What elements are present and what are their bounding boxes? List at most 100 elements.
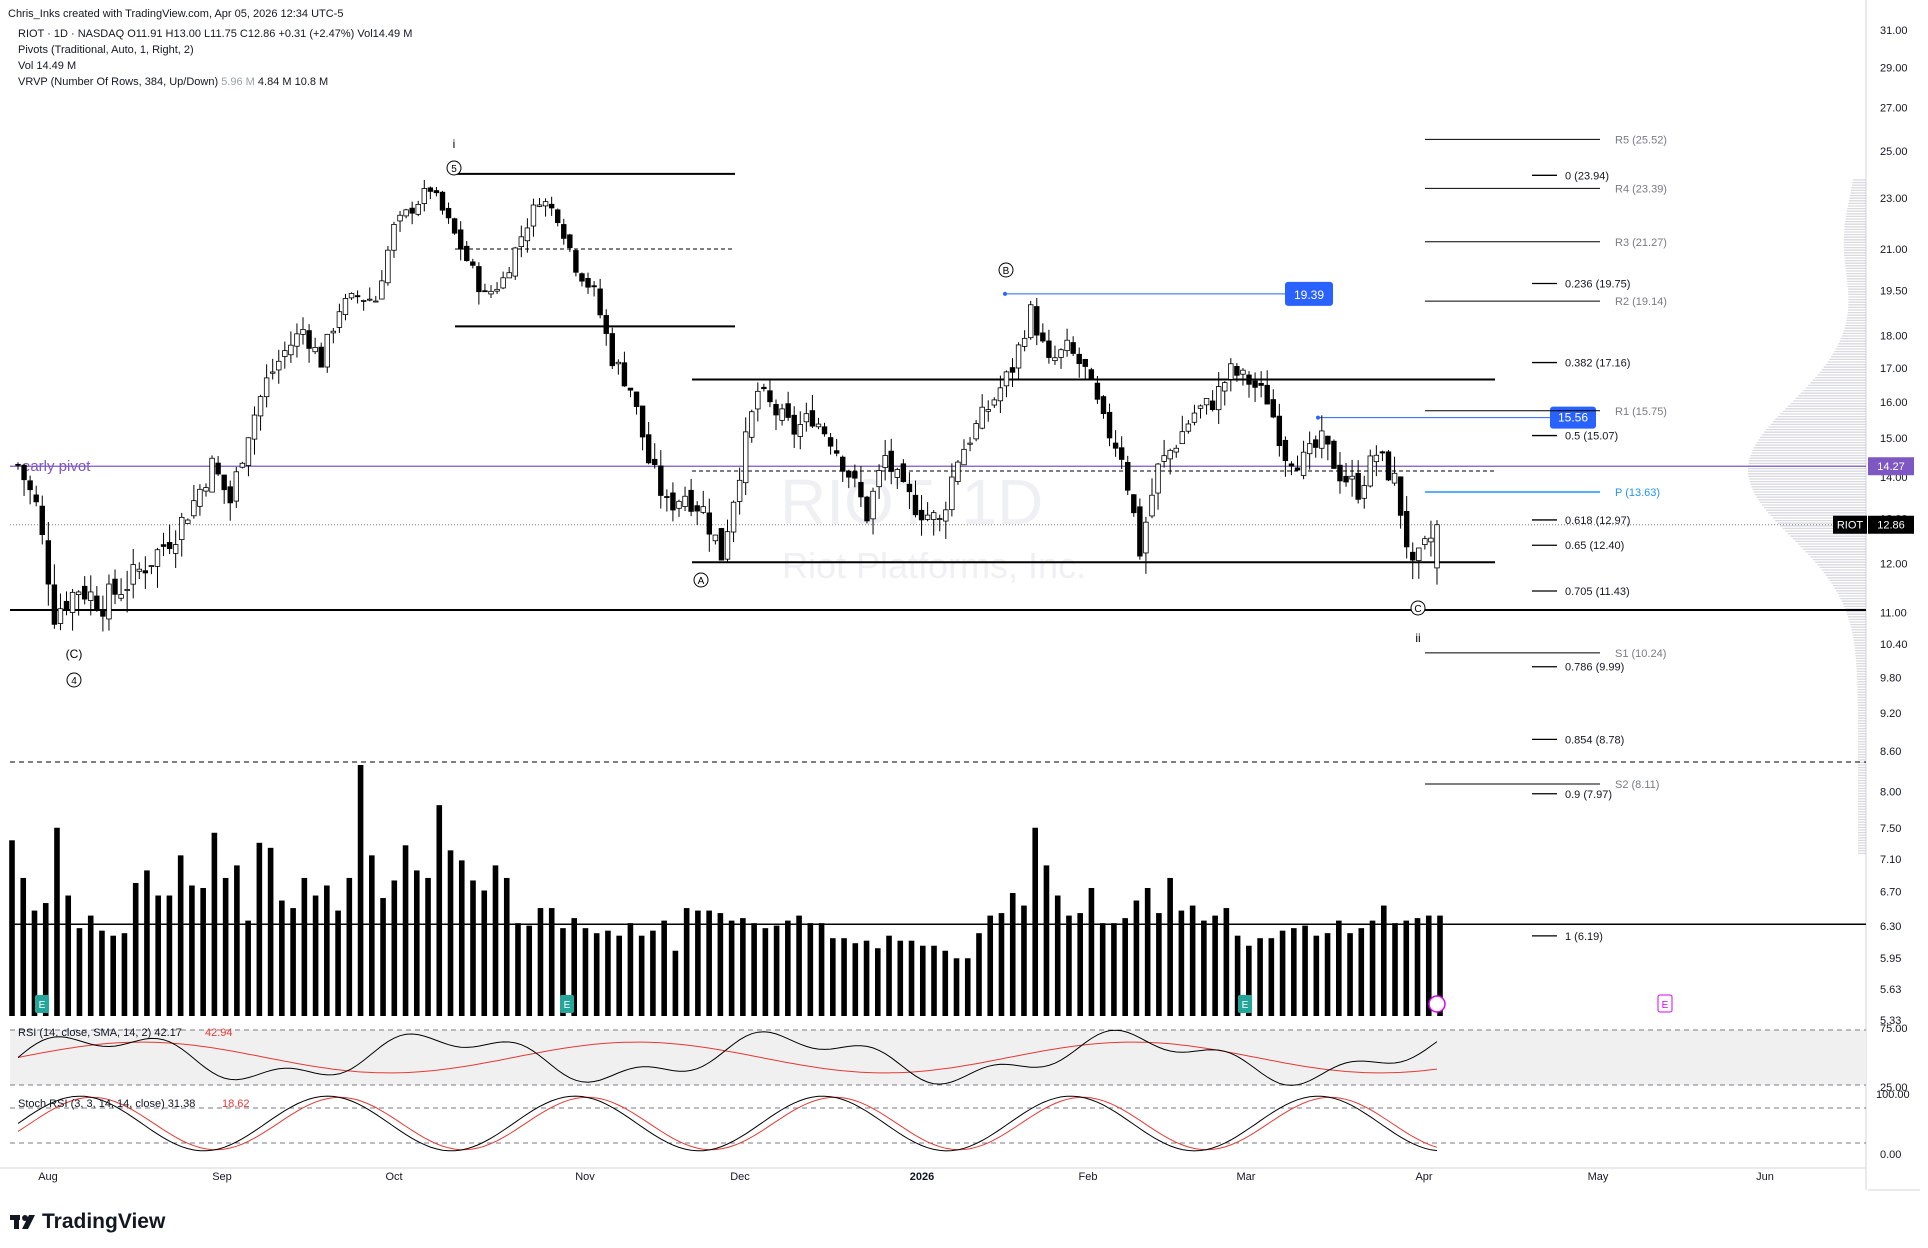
candle-body [1264, 384, 1270, 405]
candle-body [676, 500, 682, 509]
volume-bar [987, 915, 994, 1016]
candle-body [1094, 382, 1101, 400]
candle-body [755, 390, 761, 410]
candle-body [233, 471, 240, 502]
candle-body [494, 288, 500, 292]
candle-body [39, 505, 45, 536]
candle-body [943, 509, 949, 522]
volume-bar [964, 958, 971, 1016]
volume-bar [1156, 913, 1162, 1016]
candle-body [730, 501, 737, 533]
pivots-legend[interactable]: Pivots (Traditional, Auto, 1, Right, 2) [18, 44, 194, 56]
watermark-name: Riot Platforms, Inc. [782, 545, 1087, 586]
pivot-level-label: S2 (8.11) [1615, 779, 1659, 791]
volume-bar [582, 928, 589, 1016]
volume-bar [751, 923, 757, 1016]
wave-label: ii [1415, 631, 1420, 645]
candle-body [1143, 521, 1149, 554]
candle-body [1203, 398, 1210, 406]
rsi-band [10, 1030, 1866, 1085]
volume-bar [65, 895, 72, 1016]
candle-body [148, 565, 155, 567]
candle-body [1313, 439, 1319, 448]
vrvp-legend[interactable]: VRVP (Number Of Rows, 384, Up/Down) 5.96… [18, 76, 328, 88]
rsi-legend: RSI (14, close, SMA, 14, 2) 42.17 [18, 1027, 182, 1039]
candle-body [712, 534, 719, 542]
volume-bar [425, 877, 431, 1016]
candle-body [1228, 363, 1234, 380]
volume-bar [998, 913, 1005, 1016]
x-tick-label: 2026 [910, 1171, 934, 1183]
candle-body [955, 461, 961, 482]
volume-bar [413, 870, 420, 1016]
volume-bar [627, 923, 634, 1016]
volume-bar [492, 865, 499, 1016]
candle-body [542, 201, 549, 207]
candle-body [318, 346, 324, 368]
volume-bar [256, 842, 263, 1016]
candle-body [1082, 359, 1088, 367]
volume-bar [1257, 938, 1263, 1016]
candle-body [336, 311, 343, 328]
pivot-level-label: R4 (23.39) [1615, 183, 1667, 195]
volume-bar [537, 908, 544, 1016]
rsi-ma-line [17, 1041, 1438, 1074]
volume-bar [1043, 865, 1050, 1016]
candle-body [949, 476, 955, 511]
symbol-legend[interactable]: RIOT · 1D · NASDAQ O11.91 H13.00 L11.75 … [18, 28, 413, 40]
volume-bar [189, 885, 195, 1016]
candle-body [324, 333, 330, 368]
candle-body [858, 482, 864, 498]
earnings-future-icon [1657, 994, 1673, 1013]
level-1556-dot [1316, 415, 1320, 420]
volume-bar [683, 908, 690, 1016]
candle-body [112, 578, 118, 595]
candle-body [906, 483, 913, 493]
volume-bar [638, 935, 645, 1016]
volume-legend[interactable]: Vol 14.49 M [18, 60, 76, 72]
candle-body [1185, 423, 1192, 432]
candle-body [967, 442, 973, 445]
candle-body [809, 410, 816, 427]
volume-bar [503, 877, 510, 1016]
candle-body [391, 223, 397, 251]
candle-body [1355, 472, 1361, 500]
candle-body [548, 203, 555, 209]
y-tick-label: 16.00 [1880, 397, 1908, 409]
y-tick-label: 8.60 [1880, 746, 1901, 758]
rsi-ma-value: 42.94 [205, 1027, 233, 1039]
candle-body [1270, 399, 1276, 418]
fib-level-label: 0 (23.94) [1565, 170, 1609, 182]
tradingview-logo-icon [10, 1213, 36, 1231]
candle-body [742, 431, 749, 484]
volume-bar [605, 930, 611, 1016]
stoch-legend: Stoch RSI (3, 3, 14, 14, close) 31.38 [18, 1098, 195, 1110]
x-tick-label: May [1588, 1171, 1609, 1183]
wave-label: 5 [451, 164, 457, 175]
candle-body [615, 361, 622, 365]
wave-label: A [698, 576, 705, 587]
candle-body [924, 514, 931, 520]
tradingview-logo[interactable]: TradingView [10, 1210, 165, 1234]
fib-level-label: 1 (6.19) [1565, 931, 1603, 943]
candle-body [403, 209, 409, 217]
volume-bar [121, 933, 128, 1016]
y-tick-label: 5.63 [1880, 984, 1901, 996]
candle-body [1161, 455, 1167, 462]
y-tick-label: 27.00 [1880, 103, 1908, 115]
volume-bar [1437, 915, 1443, 1016]
candle-body [427, 187, 434, 192]
candle-body [21, 464, 27, 481]
x-tick-label: Nov [575, 1171, 595, 1183]
last-price-label: 12.86 [1877, 520, 1905, 532]
attribution: Chris_Inks created with TradingView.com,… [8, 8, 344, 20]
candle-body [846, 470, 852, 478]
candle-body [385, 249, 391, 284]
candle-body [221, 474, 227, 491]
volume-bar [155, 895, 161, 1016]
candle-body [894, 469, 900, 478]
volume-bar [1111, 923, 1117, 1016]
volume-label: Vol [18, 60, 34, 72]
level-1939-tag [1285, 281, 1333, 306]
